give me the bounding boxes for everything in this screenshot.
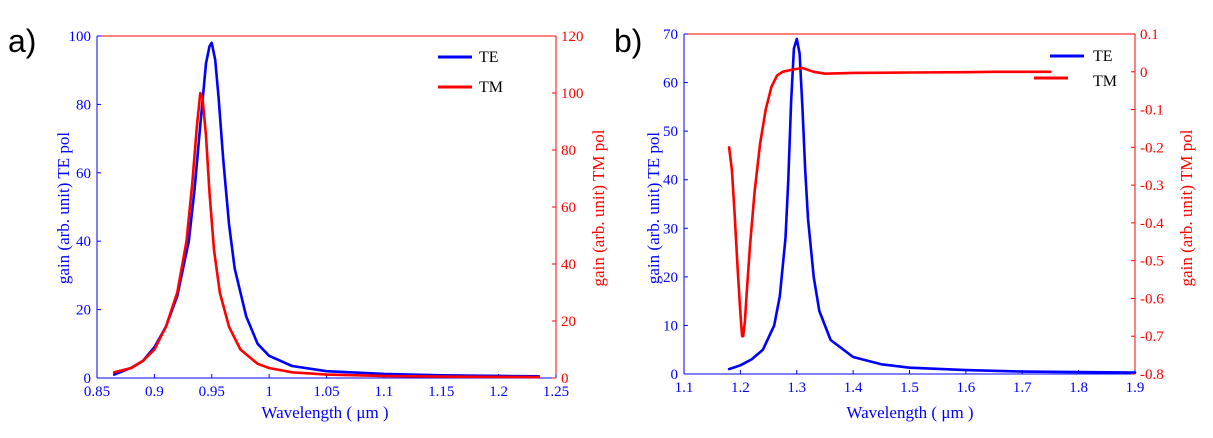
panel-b-x-tick-label: 1.2 bbox=[731, 380, 750, 396]
panel-a-yright-tick-label: 100 bbox=[561, 86, 584, 102]
panel-a-legend: TE TM bbox=[438, 49, 503, 96]
panel-b-ylabel-right: gain (arb. unit) TM pol bbox=[1177, 129, 1196, 286]
panel-b-legend-te: TE bbox=[1093, 48, 1113, 65]
panel-b: b) Wavelength ( μm ) gain (arb. unit) TE… bbox=[614, 23, 1196, 422]
panel-b-x-tick-label: 1.9 bbox=[1126, 380, 1145, 396]
panel-b-x-tick-label: 1.4 bbox=[844, 380, 863, 396]
panel-b-yleft-tick-label: 0 bbox=[671, 367, 679, 383]
panel-a-x-tick-label: 1.25 bbox=[543, 384, 569, 400]
panel-b-yleft-tick-label: 20 bbox=[663, 270, 678, 286]
panel-a-label: a) bbox=[8, 23, 36, 59]
panel-a-yleft-tick-label: 60 bbox=[76, 166, 91, 182]
panel-a-ylabel-left: gain (arb. unit) TE pol bbox=[54, 132, 73, 284]
panel-b-legend: TE TM bbox=[1034, 48, 1117, 90]
panel-b-yright-tick-label: -0.1 bbox=[1140, 103, 1164, 119]
panel-a-x-tick-label: 1.1 bbox=[375, 384, 394, 400]
panel-b-legend-tm: TM bbox=[1093, 73, 1117, 90]
panel-a-yright-tick-label: 20 bbox=[561, 314, 576, 330]
panel-b-ylabel-left: gain (arb. unit) TE pol bbox=[644, 132, 663, 284]
panel-b-yright-tick-label: -0.7 bbox=[1140, 329, 1164, 345]
panel-a-x-tick-label: 1.05 bbox=[313, 384, 339, 400]
panel-b-yright-tick-label: -0.6 bbox=[1140, 291, 1164, 307]
panel-b-yleft-tick-label: 50 bbox=[663, 124, 678, 140]
panel-b-yright-tick-label: -0.8 bbox=[1140, 367, 1164, 383]
panel-b-yleft-tick-label: 10 bbox=[663, 318, 678, 334]
panel-a-x-tick-label: 0.9 bbox=[145, 384, 164, 400]
panel-b-x-tick-label: 1.5 bbox=[900, 380, 919, 396]
panel-b-xlabel: Wavelength ( μm ) bbox=[846, 403, 973, 422]
panel-b-x-tick-label: 1.1 bbox=[675, 380, 694, 396]
panel-b-x-tick-label: 1.8 bbox=[1069, 380, 1088, 396]
panel-a-legend-tm: TM bbox=[479, 79, 503, 96]
panel-a-yleft-tick-label: 40 bbox=[76, 234, 91, 250]
panel-a-series-te bbox=[112, 41, 541, 378]
panel-b-yright-tick-label: -0.4 bbox=[1140, 216, 1164, 232]
panel-a-x-tick-label: 1.15 bbox=[428, 384, 454, 400]
panel-b-yright-tick-label: -0.5 bbox=[1140, 254, 1164, 270]
panel-b-yleft-tick-label: 60 bbox=[663, 76, 678, 92]
panel-b-yleft-tick-label: 40 bbox=[663, 173, 678, 189]
panel-b-yleft-tick-label: 30 bbox=[663, 221, 678, 237]
panel-a-legend-te: TE bbox=[479, 49, 499, 66]
panel-a-ylabel-right: gain (arb. unit) TM pol bbox=[589, 129, 608, 286]
panel-a-yright-tick-label: 120 bbox=[561, 29, 584, 45]
panel-a-x-tick-label: 0.95 bbox=[199, 384, 225, 400]
panel-b-x-tick-label: 1.3 bbox=[787, 380, 806, 396]
panel-a-yright-tick-label: 0 bbox=[561, 371, 569, 387]
panel-a-series-tm bbox=[112, 91, 541, 379]
panel-a-yleft-tick-label: 100 bbox=[69, 29, 92, 45]
panel-b-yright-tick-label: 0 bbox=[1140, 65, 1148, 81]
panel-a-yright-tick-label: 80 bbox=[561, 143, 576, 159]
panel-a-x-tick-label: 1.2 bbox=[489, 384, 508, 400]
panel-b-x-tick-label: 1.6 bbox=[957, 380, 976, 396]
panel-a-yright-tick-label: 40 bbox=[561, 257, 576, 273]
panel-b-yright-tick-label: -0.3 bbox=[1140, 178, 1164, 194]
panel-a-x-tick-label: 1 bbox=[265, 384, 273, 400]
panel-a-yleft-tick-label: 0 bbox=[84, 371, 92, 387]
panel-a-x-tick-label: 0.85 bbox=[84, 384, 110, 400]
panel-b-series-te bbox=[727, 37, 1137, 374]
panel-b-yright-tick-label: -0.2 bbox=[1140, 140, 1164, 156]
panel-a: a) Wavelength ( μm ) gain (arb. unit) TE… bbox=[8, 23, 608, 422]
panel-b-yleft-tick-label: 70 bbox=[663, 27, 678, 43]
panel-a-yleft-tick-label: 20 bbox=[76, 303, 91, 319]
panel-a-yleft-tick-label: 80 bbox=[76, 97, 91, 113]
panel-b-series-tm bbox=[727, 66, 1052, 338]
panel-b-label: b) bbox=[614, 23, 642, 59]
panel-a-xlabel: Wavelength ( μm ) bbox=[261, 403, 388, 422]
panel-b-yright-tick-label: 0.1 bbox=[1140, 27, 1159, 43]
panel-a-yright-tick-label: 60 bbox=[561, 200, 576, 216]
panel-b-x-tick-label: 1.7 bbox=[1013, 380, 1032, 396]
